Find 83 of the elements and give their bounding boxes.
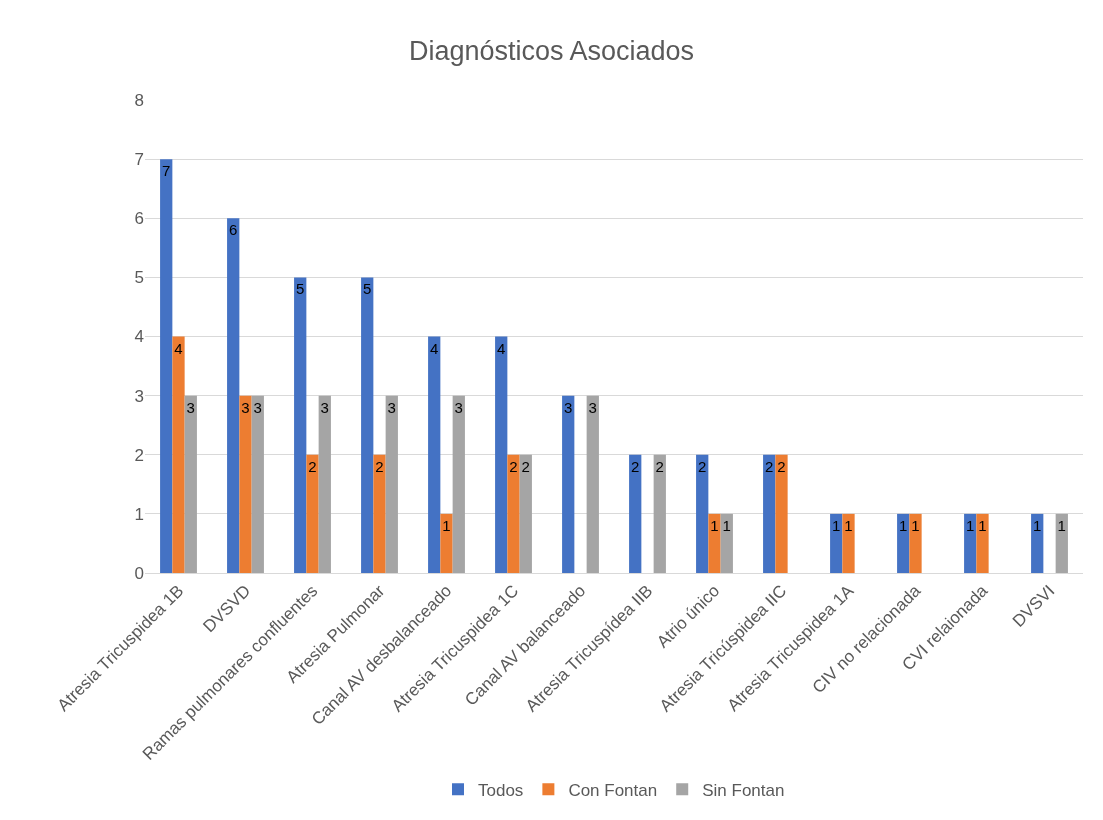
data-label: 2: [375, 457, 384, 475]
bar: [775, 454, 788, 573]
y-tick-label: 3: [134, 386, 144, 406]
data-label: 2: [765, 457, 774, 475]
bar: [976, 513, 989, 573]
bar: [763, 454, 776, 573]
y-tick-label: 6: [134, 209, 144, 229]
bar: [562, 395, 575, 573]
data-label: 4: [430, 339, 439, 357]
bar: [251, 395, 264, 573]
y-tick-label: 4: [134, 327, 144, 347]
y-tick-label: 0: [134, 563, 144, 583]
bar: [1031, 513, 1044, 573]
bar: [184, 395, 197, 573]
data-label: 2: [777, 457, 786, 475]
data-label: 1: [442, 516, 451, 534]
bar: [239, 395, 252, 573]
data-label: 4: [174, 339, 183, 357]
data-label: 6: [229, 221, 238, 239]
bar: [373, 454, 386, 573]
data-label: 1: [1033, 516, 1042, 534]
bar: [708, 513, 721, 573]
bar: [361, 277, 374, 573]
bar: [653, 454, 666, 573]
data-label: 1: [899, 516, 908, 534]
data-label: 7: [162, 162, 171, 180]
bar: [507, 454, 520, 573]
y-tick-label: 5: [134, 268, 144, 288]
bar: [385, 395, 398, 573]
data-label: 5: [296, 280, 305, 298]
bar: [830, 513, 843, 573]
data-label: 1: [832, 516, 841, 534]
bar: [909, 513, 922, 573]
data-label: 3: [253, 398, 262, 416]
data-label: 5: [363, 280, 372, 298]
data-label: 2: [308, 457, 317, 475]
y-tick-label: 7: [134, 150, 144, 170]
bar: [720, 513, 733, 573]
data-label: 2: [698, 457, 707, 475]
data-label: 3: [387, 398, 396, 416]
data-label: 2: [509, 457, 518, 475]
data-label: 3: [588, 398, 597, 416]
data-label: 3: [241, 398, 250, 416]
data-label: 3: [186, 398, 195, 416]
bar: [160, 159, 173, 573]
data-label: 3: [564, 398, 573, 416]
bar: [294, 277, 307, 573]
bar: [306, 454, 319, 573]
bar: [428, 336, 441, 573]
data-label: 1: [844, 516, 853, 534]
y-tick-label: 1: [134, 504, 144, 524]
bar: [318, 395, 331, 573]
bar: [964, 513, 977, 573]
bar: [696, 454, 709, 573]
bar: [172, 336, 185, 573]
data-label: 2: [521, 457, 530, 475]
y-tick-label: 8: [134, 90, 144, 110]
legend-label: Con Fontan: [568, 780, 658, 800]
data-label: 1: [722, 516, 731, 534]
data-label: 2: [655, 457, 664, 475]
bar: [842, 513, 855, 573]
bar: [452, 395, 465, 573]
data-label: 4: [497, 339, 506, 357]
data-label: 3: [454, 398, 463, 416]
bar: [227, 218, 240, 573]
bar: [495, 336, 508, 573]
legend-label: Todos: [478, 780, 524, 800]
data-label: 1: [710, 516, 719, 534]
y-tick-label: 2: [134, 445, 144, 465]
chart-title: Diagnósticos Asociados: [408, 35, 695, 66]
data-label: 1: [978, 516, 987, 534]
bar: [519, 454, 532, 573]
data-label: 1: [1057, 516, 1066, 534]
data-label: 3: [320, 398, 329, 416]
bar: [586, 395, 599, 573]
legend-label: Sin Fontan: [702, 780, 785, 800]
bar: [897, 513, 910, 573]
bar: [440, 513, 453, 573]
data-label: 1: [966, 516, 975, 534]
bar: [629, 454, 642, 573]
data-label: 2: [631, 457, 640, 475]
bar: [1055, 513, 1068, 573]
data-label: 1: [911, 516, 920, 534]
